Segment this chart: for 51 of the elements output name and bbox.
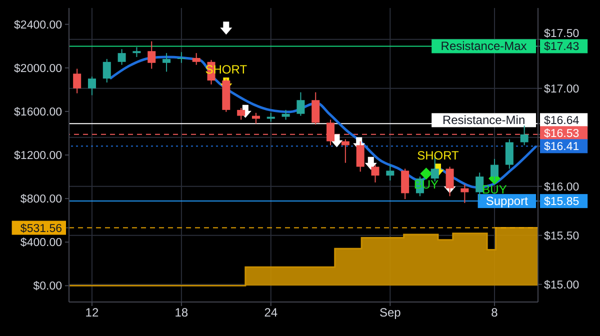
ref-line-label: Resistance-Max [440,39,527,54]
candlestick [177,52,186,64]
y-tick-label: $0.00 [33,280,62,293]
y-tick-label: $2400.00 [14,19,62,32]
candlestick [460,184,469,204]
candlestick [132,46,141,58]
y-tick-label: $1200.00 [14,150,62,162]
candlestick [401,168,410,200]
y-tick-label: $400.00 [20,237,62,250]
x-tick-label: 8 [491,306,498,320]
ref-line-label: Support [486,194,529,208]
y-tick-label: $531.56 [20,222,62,235]
x-tick-label: 12 [85,306,99,320]
y2-tick-label: $16.41 [544,141,580,154]
x-tick-label: 24 [264,306,278,320]
candlestick [237,107,246,120]
candlestick [341,138,350,164]
candlestick [386,164,394,181]
candlestick [505,138,514,170]
y-tick-label: $1600.00 [14,106,62,118]
candlestick [102,58,111,83]
y-tick-label: $800.00 [20,194,62,206]
candlestick [520,125,528,146]
text: SHORT [417,148,459,163]
candlestick [476,172,484,201]
y2-tick-label: $17.50 [544,28,580,40]
candlestick [118,48,126,66]
x-tick-label: Sep [379,306,402,320]
y2-tick-label: $17.43 [544,41,580,54]
y2-tick-label: $16.53 [544,128,580,140]
candlestick [192,52,200,66]
candlestick [148,40,156,70]
x-tick-label: 18 [174,306,188,320]
candlestick [356,140,364,172]
candlestick [162,52,171,72]
y2-tick-label: $15.00 [544,279,580,292]
y2-tick-label: $17.00 [544,83,580,96]
candlestick [73,68,82,94]
candlestick [312,92,320,126]
ref-line-label: Resistance-Min [442,113,526,128]
candlestick [296,92,305,116]
candlestick [490,158,499,182]
y-tick-label: $2000.00 [14,62,62,75]
candlestick [282,109,290,120]
text: BUY [482,182,507,197]
candlestick [88,76,96,96]
y2-tick-label: $16.64 [544,115,580,128]
candlestick [371,164,380,183]
y2-tick-label: $16.00 [544,181,580,194]
y2-tick-label: $15.50 [544,230,580,242]
y2-tick-label: $15.85 [544,196,580,208]
